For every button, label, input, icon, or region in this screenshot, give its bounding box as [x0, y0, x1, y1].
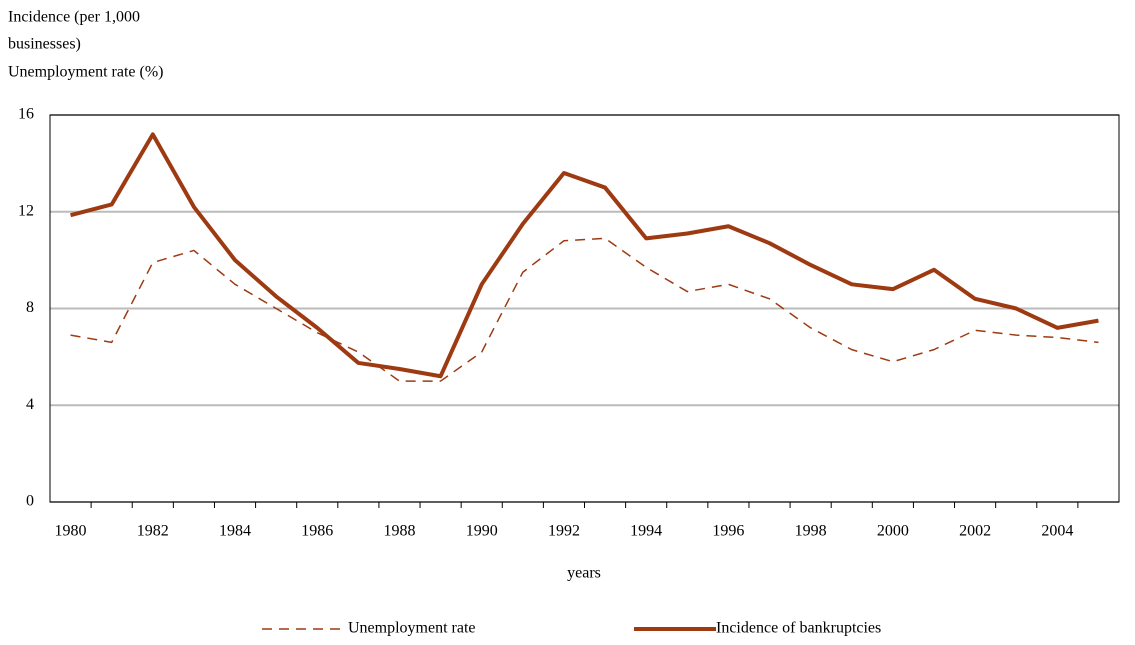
- line-series: [70, 237, 1099, 382]
- y-tick-label: 4: [26, 396, 34, 413]
- y-axis-label: Unemployment rate (%): [8, 64, 164, 81]
- x-tick-label: 1986: [301, 523, 333, 540]
- y-tick-label: 8: [26, 299, 34, 316]
- x-tick-label: 1980: [55, 523, 87, 540]
- x-tick-label: 1992: [548, 523, 580, 540]
- y-axis-label: Incidence (per 1,000: [8, 9, 140, 26]
- x-tick-label: 1996: [712, 523, 744, 540]
- x-tick-label: 2000: [877, 523, 909, 540]
- x-tick-label: 1982: [137, 523, 169, 540]
- y-tick-label: 0: [26, 493, 34, 510]
- legend-label: Unemployment rate: [348, 620, 476, 637]
- y-tick-label: 12: [18, 202, 34, 219]
- line-series: [70, 132, 1099, 379]
- y-axis-label: businesses): [8, 36, 81, 53]
- x-tick-label: 1984: [219, 523, 251, 540]
- x-tick-label: 1998: [795, 523, 827, 540]
- x-axis-label: years: [567, 565, 601, 582]
- x-tick-label: 2002: [959, 523, 991, 540]
- x-tick-label: 2004: [1041, 523, 1073, 540]
- y-tick-label: 16: [18, 106, 34, 123]
- legend-label: Incidence of bankruptcies: [716, 620, 881, 637]
- x-tick-label: 1990: [466, 523, 498, 540]
- x-tick-label: 1994: [630, 523, 662, 540]
- x-tick-label: 1988: [383, 523, 415, 540]
